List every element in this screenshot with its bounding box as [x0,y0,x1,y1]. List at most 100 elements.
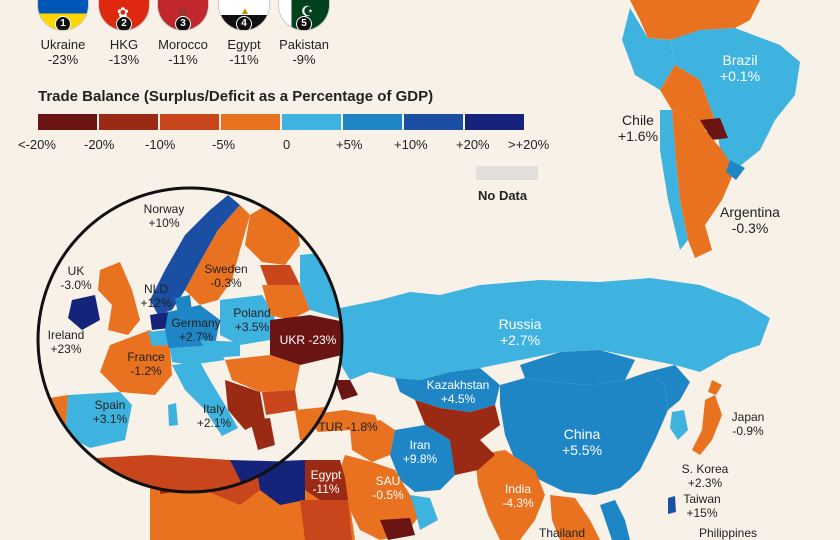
country-value: -23% [47,52,79,67]
region-uruguay [726,160,745,180]
legend-tick: +20% [456,137,490,152]
legend-swatch [404,114,463,130]
country-name: Pakistan [279,37,329,52]
label-france: France -1.2% [127,350,165,378]
region-northern-south-america [630,0,760,40]
label-chile: Chile +1.6% [617,112,659,144]
inset-region-ukraine [270,315,342,365]
legend-tick: -20% [84,137,115,152]
inset-region-bulgaria [262,390,298,415]
label-iran: Iran +9.8% [402,438,438,466]
label-thailand: Thailand [538,526,586,540]
legend-swatch [99,114,158,130]
inset-region-norway [150,195,240,315]
label-china: China +5.5% [561,426,603,458]
label-kazakhstan: Kazakhstan +4.5% [426,378,490,406]
inset-region-belgium [148,330,168,346]
label-uk: UK -3.0% [60,264,92,292]
label-sweden: Sweden -0.3% [204,262,248,290]
label-south-korea: S. Korea +2.3% [681,462,729,490]
label-turkey: TUR -1.8% [318,420,378,434]
region-russia [330,278,770,380]
label-japan: Japan -0.9% [731,410,765,438]
inset-region-balkans [225,380,265,430]
deficit-rank-4: ▲ 4 Egypt -11% [199,0,289,67]
region-vietnam [600,500,630,540]
country-name: Egypt [227,37,261,52]
inset-region-uk [98,262,140,335]
inset-region-libya-edge [230,460,300,492]
label-ukraine: UKR -23% [279,333,337,347]
label-brazil: Brazil +0.1% [719,52,761,84]
country-name: Morocco [158,37,208,52]
label-russia: Russia +2.7% [498,316,542,348]
region-peru-bolivia [660,65,715,130]
legend-tick: >+20% [508,137,550,152]
label-taiwan: Taiwan +15% [683,492,721,520]
country-value: -11% [229,52,259,67]
inset-region-poland [220,295,275,345]
legend-color-scale [38,114,526,130]
region-caucasus [335,380,358,400]
inset-region-hungary-romania [225,355,300,392]
country-value: -13% [108,52,140,67]
country-value: -9% [292,52,316,67]
region-egypt [305,460,348,500]
deficit-rank-5: ☪ 5 Pakistan -9% [259,0,349,67]
legend-swatch [465,114,524,130]
label-ireland: Ireland +23% [47,328,85,356]
region-manchuria [648,365,690,410]
inset-region-italy [172,362,238,436]
legend-tick: +5% [336,137,363,152]
deficit-rank-3: ☆ 3 Morocco -11% [138,0,228,67]
label-netherlands: NLD +12% [140,282,172,310]
region-taiwan [668,496,676,514]
inset-region-france [100,330,172,395]
region-northwest-south-america [622,8,675,90]
inset-region-czechia [200,340,240,358]
rank-number: 3 [175,16,191,30]
label-poland: Poland +3.5% [233,306,271,334]
label-germany: Germany +2.7% [171,316,221,344]
region-brazil [670,28,800,170]
label-india: India -4.3% [502,482,534,510]
inset-region-greece [250,418,275,450]
region-japan [692,395,722,455]
rank-number: 2 [116,16,132,30]
label-egypt: Egypt -11% [310,468,342,496]
south-america [622,0,800,258]
country-name: Ukraine [40,37,86,52]
region-iraq-syria [350,420,395,462]
inset-region-sardinia [168,403,178,426]
legend-tick: <-20% [18,137,56,152]
legend-swatch [160,114,219,130]
legend-tick: +10% [394,137,428,152]
region-chile [660,110,688,250]
region-japan-hokkaido [708,380,722,395]
legend-swatch [282,114,341,130]
country-value: -11% [168,52,198,67]
label-norway: Norway +10% [143,202,185,230]
legend-swatch [221,114,280,130]
rank-number: 4 [236,16,252,30]
legend-tick: -10% [145,137,176,152]
legend-swatch [343,114,402,130]
pakistan-flag-icon: ☪ 5 [278,0,330,31]
country-name: HKG [109,37,139,52]
region-turkey [305,410,380,432]
legend-tick: 0 [283,137,291,152]
label-spain: Spain +3.1% [92,398,128,426]
label-saudi-arabia: SAU -0.5% [372,474,404,502]
no-data-label: No Data [478,188,528,203]
inset-region-ireland [68,295,100,330]
region-uae-oman [410,495,438,530]
inset-region-spain [65,392,132,448]
region-mongolia [520,350,635,385]
legend-title: Trade Balance (Surplus/Deficit as a Perc… [38,88,434,105]
region-sahel [160,488,260,540]
inset-region-belarus [262,285,310,320]
rank-number: 1 [55,16,71,30]
region-kazakhstan [395,368,500,412]
